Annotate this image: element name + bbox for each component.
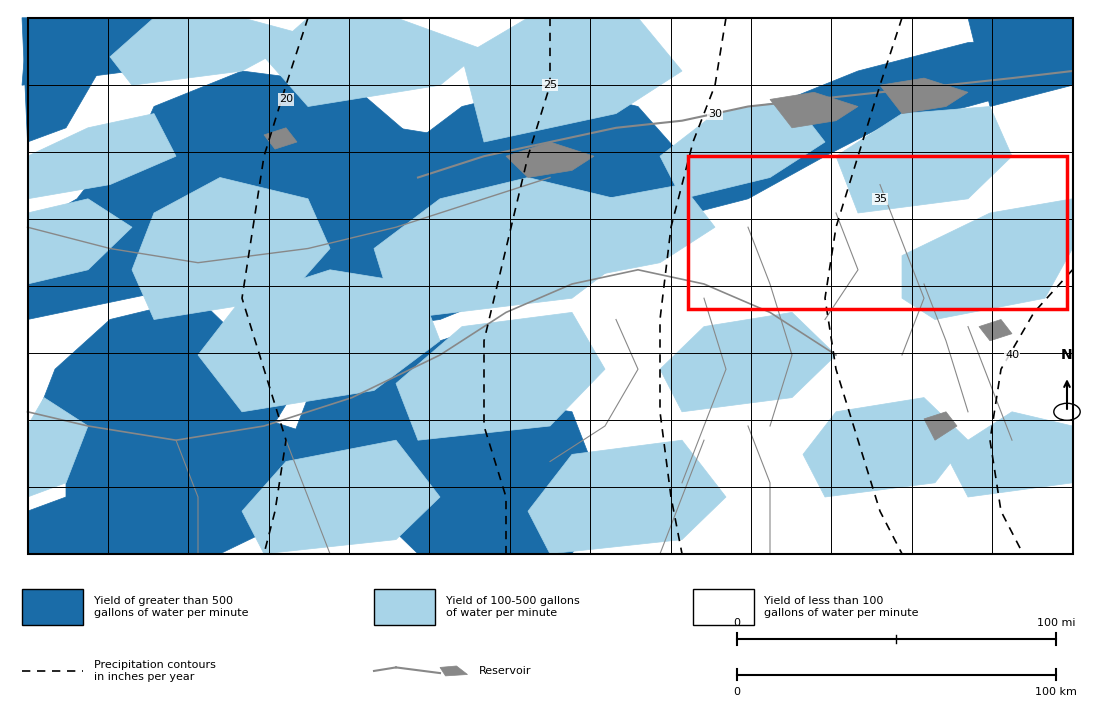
Polygon shape — [264, 18, 484, 106]
Polygon shape — [374, 398, 605, 554]
Text: Yield of less than 100
gallons of water per minute: Yield of less than 100 gallons of water … — [764, 596, 918, 618]
Polygon shape — [638, 36, 1072, 227]
Text: 20: 20 — [279, 94, 293, 104]
Polygon shape — [132, 178, 330, 320]
Text: N: N — [1062, 348, 1072, 362]
Polygon shape — [132, 71, 418, 284]
Polygon shape — [286, 327, 550, 497]
Text: 40: 40 — [1005, 350, 1019, 360]
Polygon shape — [924, 412, 957, 440]
Polygon shape — [33, 298, 242, 462]
Polygon shape — [528, 440, 726, 554]
Polygon shape — [946, 412, 1072, 497]
Polygon shape — [660, 99, 825, 199]
Polygon shape — [396, 312, 605, 440]
Polygon shape — [110, 18, 308, 85]
Polygon shape — [462, 18, 682, 142]
Polygon shape — [770, 92, 858, 128]
Polygon shape — [264, 128, 297, 149]
Text: 100 km: 100 km — [1035, 687, 1077, 697]
Polygon shape — [880, 78, 968, 114]
Polygon shape — [28, 18, 1072, 554]
Polygon shape — [264, 128, 550, 341]
Text: 30: 30 — [708, 109, 722, 119]
Text: Reservoir: Reservoir — [478, 666, 531, 676]
Polygon shape — [28, 114, 176, 199]
Polygon shape — [242, 440, 440, 554]
Polygon shape — [22, 18, 132, 142]
Polygon shape — [22, 18, 198, 85]
Polygon shape — [902, 199, 1072, 320]
Polygon shape — [660, 312, 836, 412]
Polygon shape — [968, 18, 1072, 106]
Polygon shape — [28, 199, 132, 284]
Text: Yield of 100-500 gallons
of water per minute: Yield of 100-500 gallons of water per mi… — [446, 596, 580, 618]
Polygon shape — [836, 106, 1012, 213]
Polygon shape — [803, 398, 968, 497]
Bar — [22, 589, 82, 625]
Bar — [688, 156, 1067, 309]
Polygon shape — [396, 85, 682, 270]
Text: 25: 25 — [543, 80, 557, 90]
Polygon shape — [979, 320, 1012, 341]
Polygon shape — [506, 142, 594, 178]
Text: 35: 35 — [873, 194, 887, 204]
Polygon shape — [28, 398, 88, 497]
Polygon shape — [440, 666, 467, 676]
Text: 0: 0 — [734, 687, 740, 697]
Polygon shape — [374, 178, 638, 320]
Text: 100 mi: 100 mi — [1036, 618, 1076, 628]
Polygon shape — [66, 341, 308, 497]
Polygon shape — [28, 128, 242, 320]
Polygon shape — [198, 270, 440, 412]
Text: Yield of greater than 500
gallons of water per minute: Yield of greater than 500 gallons of wat… — [94, 596, 248, 618]
Polygon shape — [528, 185, 715, 284]
Bar — [374, 589, 434, 625]
Text: 0: 0 — [734, 618, 740, 628]
Polygon shape — [28, 412, 330, 554]
Text: Precipitation contours
in inches per year: Precipitation contours in inches per yea… — [94, 660, 216, 682]
Bar — [693, 589, 754, 625]
